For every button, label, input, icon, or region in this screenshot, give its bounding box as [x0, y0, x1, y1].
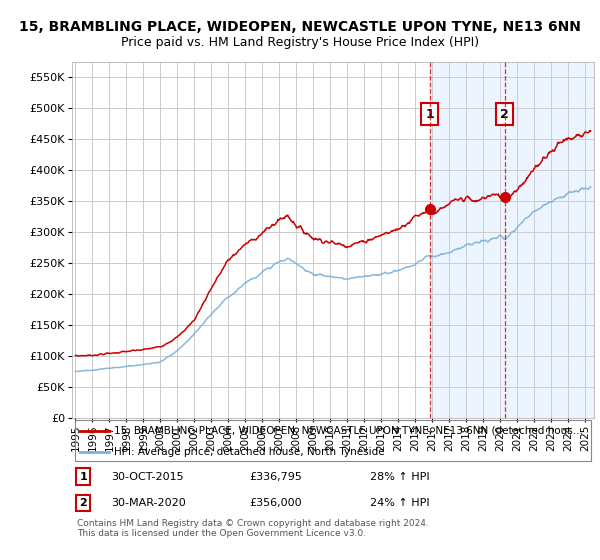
Text: 15, BRAMBLING PLACE, WIDEOPEN, NEWCASTLE UPON TYNE, NE13 6NN (detached hous…: 15, BRAMBLING PLACE, WIDEOPEN, NEWCASTLE… — [114, 426, 583, 436]
Text: 15, BRAMBLING PLACE, WIDEOPEN, NEWCASTLE UPON TYNE, NE13 6NN: 15, BRAMBLING PLACE, WIDEOPEN, NEWCASTLE… — [19, 20, 581, 34]
Text: 30-OCT-2015: 30-OCT-2015 — [111, 472, 184, 482]
Bar — [430, 62, 594, 418]
Text: 2: 2 — [500, 108, 509, 121]
Text: 30-MAR-2020: 30-MAR-2020 — [111, 498, 186, 508]
Text: £336,795: £336,795 — [250, 472, 302, 482]
Text: 1: 1 — [425, 108, 434, 121]
Text: 1: 1 — [80, 472, 88, 482]
Text: 2: 2 — [80, 498, 88, 508]
Text: 28% ↑ HPI: 28% ↑ HPI — [370, 472, 429, 482]
Text: Contains HM Land Registry data © Crown copyright and database right 2024.
This d: Contains HM Land Registry data © Crown c… — [77, 519, 429, 538]
Text: £356,000: £356,000 — [250, 498, 302, 508]
Text: Price paid vs. HM Land Registry's House Price Index (HPI): Price paid vs. HM Land Registry's House … — [121, 36, 479, 49]
Text: 24% ↑ HPI: 24% ↑ HPI — [370, 498, 429, 508]
Text: HPI: Average price, detached house, North Tyneside: HPI: Average price, detached house, Nort… — [114, 447, 385, 458]
